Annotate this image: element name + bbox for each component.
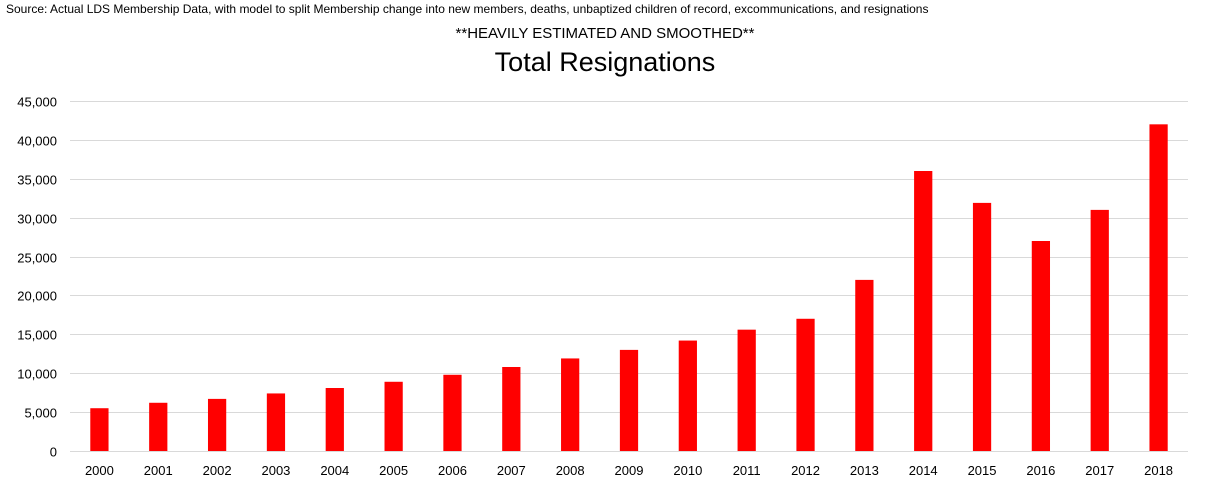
- chart-source-note: Source: Actual LDS Membership Data, with…: [6, 2, 929, 16]
- x-tick-label: 2009: [615, 463, 644, 478]
- y-tick-label: 5,000: [24, 406, 57, 421]
- bar-2000: [90, 408, 109, 451]
- y-tick-label: 10,000: [17, 367, 57, 382]
- chart-title: Total Resignations: [494, 47, 716, 77]
- bar-2010: [678, 340, 697, 451]
- bars: [90, 124, 1168, 451]
- x-tick-label: 2003: [261, 463, 290, 478]
- y-axis-tick-labels: 0 5,000 10,000 15,000 20,000 25,000 30,000 35,0…: [17, 95, 57, 460]
- x-tick-label: 2010: [673, 463, 702, 478]
- bar-2015: [972, 202, 992, 451]
- x-tick-label: 2002: [203, 463, 232, 478]
- x-tick-label: 2007: [497, 463, 526, 478]
- bar-2003: [266, 393, 286, 451]
- x-tick-label: 2005: [379, 463, 408, 478]
- x-tick-label: 2000: [85, 463, 114, 478]
- bar-2008: [561, 358, 580, 451]
- bar-2005: [384, 381, 403, 451]
- x-tick-label: 2014: [909, 463, 938, 478]
- x-axis-tick-labels: 2000 2001 2002 2003 2004 2005 2006 2007 2008 2009…: [85, 463, 1173, 478]
- y-tick-label: 25,000: [17, 251, 57, 266]
- y-tick-label: 45,000: [17, 95, 57, 110]
- bar-2016: [1031, 241, 1051, 451]
- x-tick-label: 2006: [438, 463, 467, 478]
- y-tick-label: 30,000: [17, 212, 57, 227]
- x-tick-label: 2018: [1144, 463, 1173, 478]
- bar-2018: [1149, 124, 1168, 451]
- y-tick-label: 0: [50, 445, 57, 460]
- bar-2011: [737, 329, 756, 451]
- x-tick-label: 2001: [144, 463, 173, 478]
- bar-2007: [502, 367, 521, 451]
- bar-2004: [325, 388, 344, 451]
- y-tick-label: 20,000: [17, 289, 57, 304]
- gridlines: [70, 101, 1188, 452]
- bar-2017: [1090, 209, 1109, 451]
- bar-2001: [149, 402, 168, 451]
- y-tick-label: 35,000: [17, 173, 57, 188]
- x-tick-label: 2011: [733, 463, 761, 478]
- bar-2009: [619, 349, 639, 451]
- bar-2014: [914, 171, 933, 451]
- bar-2006: [443, 374, 462, 451]
- y-tick-label: 15,000: [17, 328, 57, 343]
- bar-2013: [855, 279, 874, 451]
- y-tick-label: 40,000: [17, 134, 57, 149]
- bar-2002: [207, 398, 227, 451]
- x-tick-label: 2004: [320, 463, 349, 478]
- x-tick-label: 2016: [1026, 463, 1055, 478]
- chart-subtitle: **HEAVILY ESTIMATED AND SMOOTHED**: [455, 25, 755, 42]
- x-tick-label: 2012: [791, 463, 820, 478]
- x-tick-label: 2017: [1085, 463, 1114, 478]
- x-tick-label: 2015: [968, 463, 997, 478]
- x-tick-label: 2013: [850, 463, 879, 478]
- x-tick-label: 2008: [556, 463, 585, 478]
- bar-2012: [796, 318, 815, 451]
